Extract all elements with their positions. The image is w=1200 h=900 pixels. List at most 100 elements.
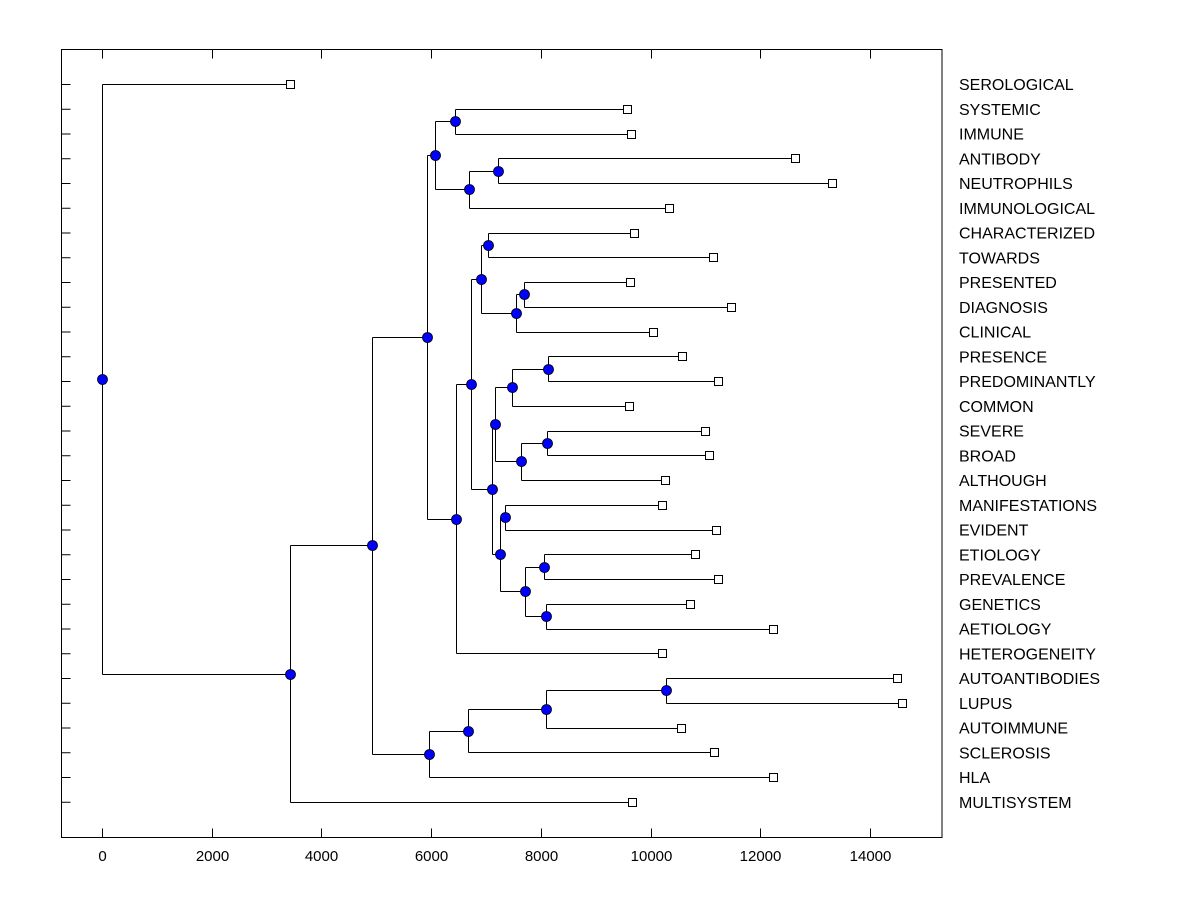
internal-node-marker [430, 150, 441, 161]
leaf-label: MANIFESTATIONS [959, 498, 1097, 515]
leaf-marker [727, 303, 736, 312]
leaf-marker [665, 204, 674, 213]
leaf-label: COMMON [959, 399, 1034, 416]
leaf-label: PREVALENCE [959, 572, 1065, 589]
internal-node-marker [490, 419, 501, 430]
leaf-label: LUPUS [959, 696, 1012, 713]
internal-node-marker [541, 704, 552, 715]
leaf-label: AUTOANTIBODIES [959, 671, 1100, 688]
internal-node-marker [493, 166, 504, 177]
leaf-label: DIAGNOSIS [959, 300, 1048, 317]
leaf-marker [686, 600, 695, 609]
leaf-marker [769, 773, 778, 782]
internal-node-marker [543, 364, 554, 375]
leaf-marker [649, 328, 658, 337]
leaf-marker [678, 352, 687, 361]
leaf-marker [791, 154, 800, 163]
leaf-label: ANTIBODY [959, 151, 1041, 168]
internal-node-marker [476, 274, 487, 285]
internal-node-marker [511, 308, 522, 319]
leaf-label: BROAD [959, 448, 1016, 465]
leaf-marker [286, 80, 295, 89]
internal-node-marker [516, 456, 527, 467]
leaf-marker [701, 427, 710, 436]
leaf-label: AETIOLOGY [959, 622, 1052, 639]
leaf-marker [630, 229, 639, 238]
leaf-marker [710, 748, 719, 757]
internal-node-marker [495, 549, 506, 560]
leaf-marker [691, 550, 700, 559]
internal-node-marker [466, 379, 477, 390]
leaf-label: AUTOIMMUNE [959, 721, 1068, 738]
leaf-label: CHARACTERIZED [959, 226, 1095, 243]
internal-node-marker [661, 685, 672, 696]
x-tick-label: 0 [98, 848, 106, 865]
leaf-marker [627, 130, 636, 139]
leaf-label: GENETICS [959, 597, 1041, 614]
leaf-marker [677, 724, 686, 733]
leaf-label: ALTHOUGH [959, 473, 1047, 490]
leaf-marker [658, 501, 667, 510]
x-axis-ticks [102, 49, 871, 838]
internal-node-marker [285, 669, 296, 680]
internal-node-marker [450, 116, 461, 127]
x-tick-label: 12000 [740, 848, 782, 865]
leaf-marker [709, 253, 718, 262]
internal-node-marker [539, 562, 550, 573]
leaf-label: SEVERE [959, 424, 1024, 441]
internal-node-markers [97, 116, 672, 760]
internal-node-marker [487, 484, 498, 495]
leaf-labels: SEROLOGICAL SYSTEMIC IMMUNE ANTIBODY NEUTROP… [959, 77, 1100, 812]
leaf-label: MULTISYSTEM [959, 795, 1072, 812]
leaf-label: HETEROGENEITY [959, 646, 1096, 663]
x-tick-label: 2000 [196, 848, 229, 865]
leaf-marker [623, 105, 632, 114]
leaf-markers [286, 80, 907, 807]
internal-node-marker [500, 512, 511, 523]
leaf-label: SYSTEMIC [959, 102, 1041, 119]
leaf-label: HLA [959, 770, 990, 787]
leaf-label: NEUTROPHILS [959, 176, 1073, 193]
leaf-label: EVIDENT [959, 523, 1029, 540]
x-axis-tick-labels: 0 2000 4000 6000 8000 10000 12000 14000 [98, 848, 891, 865]
plot-frame [61, 49, 943, 838]
internal-node-marker [464, 184, 475, 195]
internal-node-marker [520, 586, 531, 597]
leaf-label: ETIOLOGY [959, 547, 1041, 564]
leaf-marker [828, 179, 837, 188]
dendrogram-links [102, 84, 903, 803]
x-tick-label: 4000 [305, 848, 338, 865]
leaf-label: PRESENTED [959, 275, 1057, 292]
internal-node-marker [542, 438, 553, 449]
internal-node-marker [451, 514, 462, 525]
leaf-label: IMMUNOLOGICAL [959, 201, 1095, 218]
internal-node-marker [424, 749, 435, 760]
leaf-marker [714, 377, 723, 386]
internal-node-marker [519, 289, 530, 300]
leaf-marker [658, 649, 667, 658]
leaf-marker [714, 575, 723, 584]
leaf-label: TOWARDS [959, 250, 1040, 267]
internal-node-marker [367, 540, 378, 551]
leaf-label: SCLEROSIS [959, 745, 1051, 762]
x-tick-label: 6000 [415, 848, 448, 865]
leaf-marker [626, 278, 635, 287]
internal-node-marker [97, 374, 108, 385]
leaf-label: IMMUNE [959, 127, 1024, 144]
leaf-marker [661, 476, 670, 485]
internal-node-marker [507, 382, 518, 393]
x-tick-label: 10000 [631, 848, 673, 865]
x-tick-label: 14000 [850, 848, 892, 865]
leaf-marker [893, 674, 902, 683]
leaf-label: PREDOMINANTLY [959, 374, 1096, 391]
internal-node-marker [422, 332, 433, 343]
leaf-marker [898, 699, 907, 708]
leaf-marker [628, 798, 637, 807]
internal-node-marker [483, 240, 494, 251]
x-tick-label: 8000 [525, 848, 558, 865]
internal-node-marker [463, 726, 474, 737]
leaf-marker [712, 526, 721, 535]
leaf-label: CLINICAL [959, 325, 1031, 342]
leaf-label: PRESENCE [959, 349, 1047, 366]
